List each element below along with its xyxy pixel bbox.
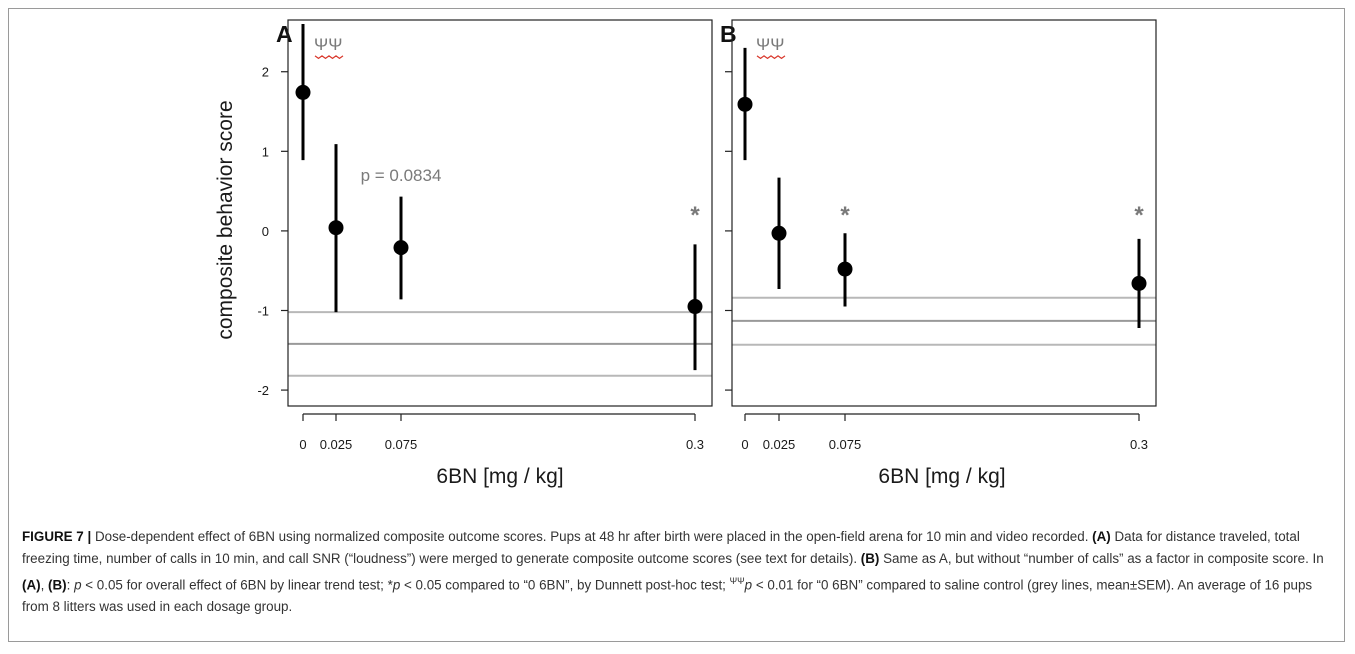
psi-annotation: ΨΨ (756, 35, 784, 54)
caption-psi-superscript: ΨΨ (729, 576, 745, 586)
caption-text: < 0.01 for “0 6BN” compared to saline co… (22, 577, 1313, 615)
panel-a-plot: -2 -1 0 1 2 0 0.025 0.075 0.3 ΨΨ p = 0.0834 * (257, 19, 713, 452)
caption-text: < 0.05 for overall effect of 6BN by line… (81, 577, 393, 593)
caption-ref-a: (A) (22, 577, 41, 593)
significance-asterisk: * (690, 202, 700, 229)
significance-asterisk: * (840, 202, 850, 229)
x-tick-label: 0.075 (829, 437, 862, 452)
figure-7-charts: composite behavior score 6BN [mg / kg] 6… (214, 19, 1157, 488)
caption-text: Data for distance traveled, total freezi… (22, 529, 1300, 566)
data-point (1131, 275, 1147, 291)
figure-label: FIGURE 7 | (22, 529, 92, 544)
caption-text: < 0.05 compared to “0 6BN”, by Dunnett p… (400, 577, 730, 593)
data-point (393, 240, 409, 256)
x-axis-label-b: 6BN [mg / kg] (878, 465, 1005, 488)
data-point (771, 225, 787, 241)
y-tick-label: -1 (257, 303, 269, 318)
spellcheck-underline (756, 55, 786, 60)
caption-ref-a: (A) (1092, 529, 1111, 544)
caption-p-symbol: p (744, 577, 753, 593)
caption-p-symbol: p (74, 577, 82, 593)
y-tick-label: 2 (262, 65, 269, 80)
x-tick-label: 0.075 (385, 437, 418, 452)
y-tick-label: -2 (257, 383, 269, 398)
figure-frame (8, 8, 1345, 642)
p-value-annotation: p = 0.0834 (361, 166, 442, 185)
x-axis-label-a: 6BN [mg / kg] (436, 465, 563, 488)
plot-box (287, 19, 713, 407)
y-tick-label: 0 (262, 224, 269, 239)
x-tick-label: 0 (741, 437, 748, 452)
plot-box (731, 19, 1157, 407)
data-point (328, 220, 344, 236)
caption-text: , (40, 577, 49, 593)
data-point (687, 299, 703, 315)
x-tick-label: 0.025 (320, 437, 353, 452)
data-point (837, 261, 853, 277)
caption-text: Dose-dependent effect of 6BN using norma… (91, 529, 1093, 544)
x-tick-label: 0.025 (763, 437, 796, 452)
panel-label-a: A (276, 21, 293, 47)
significance-asterisk: * (1134, 202, 1144, 229)
caption-p-symbol: p (392, 577, 401, 593)
panel-label-b: B (720, 21, 737, 47)
y-axis-label: composite behavior score (214, 100, 237, 339)
spellcheck-underline (314, 55, 344, 60)
figure-caption: FIGURE 7 | Dose-dependent effect of 6BN … (22, 526, 1332, 618)
x-tick-label: 0 (299, 437, 306, 452)
y-tick-label: 1 (262, 144, 269, 159)
caption-text: Same as A, but without “number of calls”… (879, 551, 1324, 566)
data-point (737, 96, 753, 112)
caption-ref-b: (B) (860, 551, 880, 566)
psi-annotation: ΨΨ (314, 35, 342, 54)
caption-text: : (66, 577, 75, 593)
caption-ref-b: (B) (48, 577, 67, 593)
x-tick-label: 0.3 (686, 437, 704, 452)
x-tick-label: 0.3 (1130, 437, 1148, 452)
data-point (295, 84, 311, 100)
panel-b-plot: 0 0.025 0.075 0.3 ΨΨ * * (725, 19, 1157, 452)
